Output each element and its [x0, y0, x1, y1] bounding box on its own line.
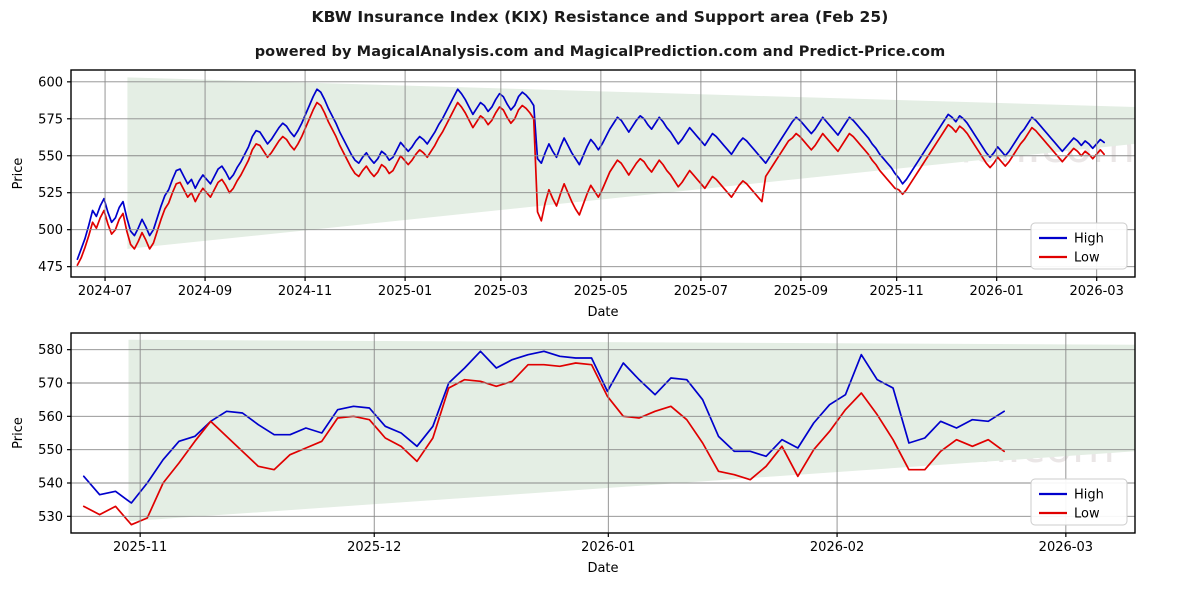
x-tick-label-overview: 2025-11: [869, 284, 923, 299]
y-tick-label-overview: 600: [38, 75, 63, 90]
series-line-low-detail: [82, 362, 1005, 526]
x-tick-label-overview: 2024-07: [78, 284, 132, 299]
axes-detail: MagicalAnalysis.comMagicalPrediction.com…: [11, 332, 1136, 576]
y-tick-label-overview: 525: [38, 186, 63, 201]
plot-border-detail: [70, 332, 1136, 534]
y-tick-label-detail: 550: [38, 443, 63, 458]
y-axis-title-overview: Price: [11, 158, 26, 190]
x-tick-label-overview: 2026-01: [970, 284, 1024, 299]
x-axis-title-detail: Date: [587, 561, 618, 576]
legend-label-high-detail: High: [1074, 488, 1104, 503]
x-tick-label-overview: 2025-09: [774, 284, 828, 299]
y-tick-label-detail: 580: [38, 343, 63, 358]
plot-border-overview: [70, 69, 1136, 278]
x-tick-label-overview: 2024-09: [178, 284, 232, 299]
x-tick-label-overview: 2025-07: [674, 284, 728, 299]
x-tick-label-detail: 2026-01: [581, 540, 635, 555]
legend-label-low-detail: Low: [1074, 507, 1100, 522]
y-tick-label-detail: 530: [38, 510, 63, 525]
x-tick-label-overview: 2025-03: [474, 284, 528, 299]
legend-label-high-overview: High: [1074, 232, 1104, 247]
series-line-high-detail: [82, 350, 1005, 504]
x-axis-title-overview: Date: [587, 305, 618, 320]
y-tick-label-detail: 570: [38, 377, 63, 392]
legend-overview[interactable]: High Low: [1030, 222, 1128, 270]
x-tick-label-detail: 2026-02: [810, 540, 864, 555]
legend-label-low-overview: Low: [1074, 251, 1100, 266]
clipped-content-detail: MagicalAnalysis.comMagicalPrediction.com: [82, 339, 1135, 526]
y-tick-label-overview: 500: [38, 223, 63, 238]
y-tick-label-detail: 560: [38, 410, 63, 425]
legend-detail[interactable]: High Low: [1030, 478, 1128, 526]
y-tick-label-overview: 550: [38, 149, 63, 164]
series-line-low-overview: [76, 101, 1105, 267]
axes-overview: MagicalAnalysis.comMagicalPrediction.com…: [11, 69, 1136, 320]
page-title: KBW Insurance Index (KIX) Resistance and…: [311, 8, 889, 26]
x-tick-label-detail: 2025-11: [113, 540, 167, 555]
y-tick-label-overview: 475: [38, 260, 63, 275]
support-resistance-band-detail: [128, 339, 1135, 522]
x-tick-label-overview: 2026-03: [1070, 284, 1124, 299]
y-tick-label-overview: 575: [38, 112, 63, 127]
series-line-high-overview: [76, 88, 1105, 261]
clipped-content-overview: MagicalAnalysis.comMagicalPrediction.com: [76, 77, 1135, 267]
y-axis-title-detail: Price: [11, 417, 26, 449]
y-tick-label-detail: 540: [38, 477, 63, 492]
x-tick-label-detail: 2025-12: [347, 540, 401, 555]
x-tick-label-overview: 2024-11: [278, 284, 332, 299]
x-tick-label-overview: 2025-05: [574, 284, 628, 299]
x-tick-label-overview: 2025-01: [378, 284, 432, 299]
x-tick-label-detail: 2026-03: [1039, 540, 1093, 555]
support-resistance-band-overview: [127, 77, 1135, 249]
page-subtitle: powered by MagicalAnalysis.com and Magic…: [254, 44, 946, 60]
